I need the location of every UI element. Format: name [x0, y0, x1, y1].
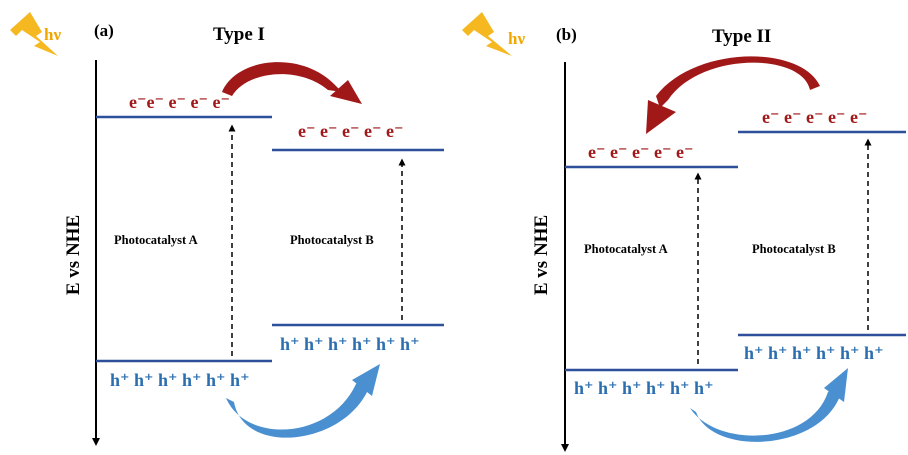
- panel-a-photocatalyst-a-label: Photocatalyst A: [114, 233, 198, 247]
- panel-a-photocatalyst-b-label: Photocatalyst B: [290, 233, 374, 247]
- panel-b-hole-arrowhead: [824, 368, 848, 402]
- panel-a-electron-arrowhead: [330, 80, 362, 104]
- panel-a-hole-transfer-arrow: [226, 378, 368, 438]
- panel-b-photocatalyst-b-label: Photocatalyst B: [752, 242, 836, 256]
- panel-a-electrons-a: e⁻e⁻ e⁻ e⁻ e⁻: [129, 92, 230, 112]
- panel-a-holes-a: h⁺ h⁺ h⁺ h⁺ h⁺ h⁺: [110, 370, 250, 390]
- panel-b-electron-arrowhead: [646, 100, 676, 134]
- panel-a-holes-b: h⁺ h⁺ h⁺ h⁺ h⁺ h⁺: [280, 334, 420, 354]
- panel-b-photocatalyst-a-label: Photocatalyst A: [584, 242, 668, 256]
- panel-b-hv: hν: [508, 29, 525, 48]
- panel-b-electrons-a: e⁻ e⁻ e⁻ e⁻ e⁻: [588, 142, 693, 162]
- panel-b-holes-a: h⁺ h⁺ h⁺ h⁺ h⁺ h⁺: [574, 378, 714, 398]
- panel-a-label: (a): [94, 21, 114, 40]
- panel-b-label: (b): [556, 25, 577, 44]
- panel-b-hole-transfer-arrow: [690, 386, 840, 442]
- panel-a-axis-label: E vs NHE: [63, 215, 84, 295]
- panel-a: hν (a) Type I E vs NHE e⁻e⁻ e⁻ e⁻ e⁻ h⁺ …: [10, 12, 444, 446]
- panel-b-axis-label: E vs NHE: [531, 215, 552, 295]
- panel-b-holes-b: h⁺ h⁺ h⁺ h⁺ h⁺ h⁺: [744, 343, 884, 363]
- panel-b-electrons-b: e⁻ e⁻ e⁻ e⁻ e⁻: [762, 107, 867, 127]
- panel-a-title: Type I: [213, 24, 265, 45]
- panel-b: hν (b) Type II E vs NHE e⁻ e⁻ e⁻ e⁻ e⁻ h…: [462, 12, 906, 452]
- panel-b-title: Type II: [712, 26, 771, 47]
- panel-a-electrons-b: e⁻ e⁻ e⁻ e⁻ e⁻: [298, 121, 403, 141]
- lightning-icon: [10, 12, 58, 56]
- panel-a-electron-transfer-arrow: [222, 62, 342, 96]
- panel-b-electron-transfer-arrow: [656, 56, 820, 108]
- panel-a-hv: hν: [44, 25, 61, 44]
- panel-a-hole-arrowhead: [352, 364, 380, 396]
- lightning-icon: [462, 12, 512, 56]
